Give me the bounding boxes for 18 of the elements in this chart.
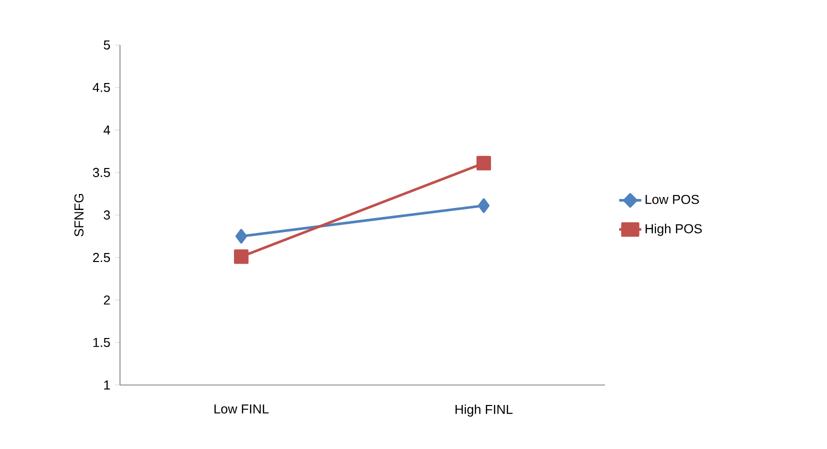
y-tick-label: 3.5 bbox=[92, 168, 110, 178]
y-tick-label: 2.5 bbox=[93, 252, 110, 262]
y-tick-label: 2 bbox=[104, 295, 110, 305]
y-tick-label: 5 bbox=[104, 40, 110, 50]
point bbox=[478, 198, 490, 213]
x-tick-label: Low FINL bbox=[214, 404, 269, 414]
y-tick-label: 4 bbox=[104, 126, 110, 134]
point bbox=[234, 249, 249, 264]
y-tick-label: 1 bbox=[104, 380, 110, 390]
point bbox=[476, 156, 492, 170]
y-tick-label: 1.5 bbox=[93, 338, 110, 348]
legend-label: High POS bbox=[646, 224, 702, 236]
y-tick-label: 3 bbox=[104, 210, 110, 220]
y-axis-title: SFNFG bbox=[74, 194, 84, 236]
legend-label: Low POS bbox=[646, 194, 699, 204]
x-tick-label: High FINL bbox=[456, 404, 513, 417]
point bbox=[235, 228, 248, 244]
y-tick-label: 4.5 bbox=[92, 82, 110, 92]
